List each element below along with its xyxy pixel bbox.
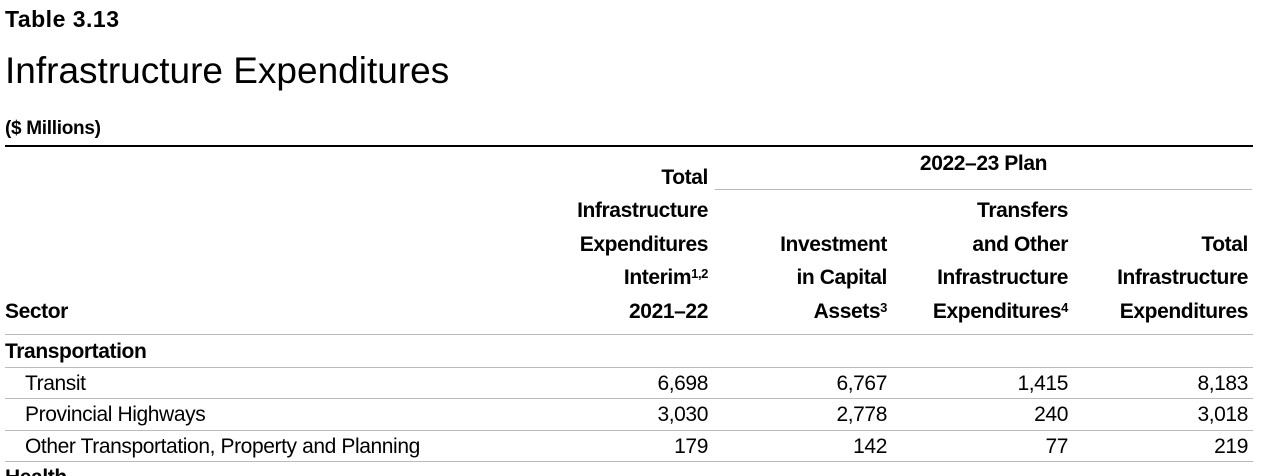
cell: 2,778 [836,403,887,426]
data-row: Other Transportation, Property and Plann… [5,431,1253,463]
header-text: Total [1201,232,1248,256]
column-header: Total Infrastructure Expenditures [1117,228,1248,329]
cell: 6,698 [657,371,708,395]
unit: ($ Millions) [5,118,101,139]
header-text: Expenditures [579,232,709,256]
header-line: Expenditures [579,228,709,262]
header-text: Assets [813,299,881,323]
header-line: in Capital [796,261,887,295]
cell: 3,030 [657,403,708,426]
header-line: Expenditures [1119,295,1249,329]
header-line: Transfers [977,194,1068,228]
header-line: Infrastructure [577,194,708,228]
cell: 142 [853,434,887,458]
cell: 6,767 [836,371,887,395]
group-rule [715,189,1252,190]
header-text: Infrastructure [937,266,1068,289]
row-label: Other Transportation, Property and Plann… [25,434,420,458]
header-line: Investment [780,228,887,262]
header-line: 2021–22 [629,295,708,329]
row-rule [5,429,1253,431]
row-label: Provincial Highways [25,403,206,426]
section-name: Health [5,462,1253,476]
header-line: and Other [972,228,1068,262]
section-row: Transportation [5,336,1253,368]
row-rule [5,366,1253,368]
cell: 179 [674,434,708,458]
header-text: Infrastructure [577,199,708,222]
data-row: Provincial Highways 3,030 2,778 240 3,018 [5,399,1253,431]
header-text: and Other [972,232,1068,256]
header-line: Total [661,161,708,195]
cell: 77 [1045,434,1068,458]
column-header: Transfers and Other Infrastructure Expendit… [933,194,1068,328]
column-header: Investment in Capital Assets3 [780,228,887,329]
header-line: Total [1201,228,1248,262]
header-text: Expenditures [932,299,1062,323]
column-header: Total Infrastructure Expenditures Interim1,… [577,161,708,329]
row-label: Transit [25,371,86,395]
header-text: Investment [780,232,887,256]
cell: 219 [1214,434,1248,458]
header-line: Sector [5,295,68,329]
header-line: Assets3 [813,295,888,329]
header-text: Expenditures [1119,299,1249,323]
header-rule [5,334,1253,335]
footnote-ref: 1,2 [691,266,708,281]
column-header: Sector [5,295,68,329]
header-text: 2021–22 [629,299,708,323]
header-line: Infrastructure [937,261,1068,295]
header-text: Interim [623,266,692,289]
header-text: Transfers [977,199,1068,222]
footnote-ref: 4 [1061,299,1068,315]
header-line: Infrastructure [1117,261,1248,295]
group-header: 2022–23 Plan [919,152,1048,175]
cell: 240 [1034,403,1068,426]
table-label: Table 3.13 [5,6,120,32]
section-row: Health [5,462,1253,476]
header-text: Infrastructure [1117,266,1248,289]
header-text: Total [661,165,708,189]
top-rule [5,145,1253,147]
row-rule [5,461,1253,462]
row-rule [5,398,1253,399]
cell: 8,183 [1197,371,1248,395]
footnote-ref: 3 [880,299,887,315]
data-row: Transit 6,698 6,767 1,415 8,183 [5,368,1253,400]
header-line: Interim1,2 [624,261,708,295]
header-line: Expenditures4 [933,295,1068,329]
header-text: Sector [5,299,68,323]
cell: 1,415 [1017,371,1068,395]
section-name: Transportation [5,340,147,363]
cell: 3,018 [1197,403,1248,426]
title: Infrastructure Expenditures [5,50,450,91]
header-text: in Capital [796,266,887,289]
